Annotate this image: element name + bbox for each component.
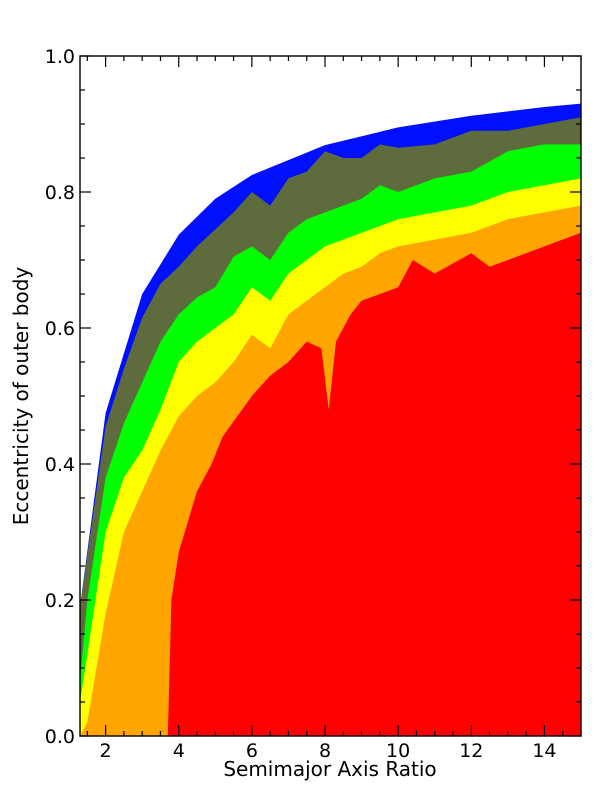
x-tick-label: 14 xyxy=(532,740,556,762)
y-tick-label: 0.2 xyxy=(45,590,75,612)
band-area-6 xyxy=(167,232,581,736)
y-tick-label: 1.0 xyxy=(45,46,75,68)
x-tick-label: 12 xyxy=(459,740,483,762)
y-axis-title: Eccentricity of outer body xyxy=(9,267,33,526)
axis-ticks xyxy=(80,55,582,737)
x-tick-label: 4 xyxy=(173,740,185,762)
x-tick-label: 8 xyxy=(319,740,331,762)
y-tick-label: 0.0 xyxy=(45,726,75,748)
x-axis-title: Semimajor Axis Ratio xyxy=(223,757,436,781)
y-tick-label: 0.4 xyxy=(45,454,75,476)
x-tick-label: 6 xyxy=(246,740,258,762)
x-tick-label: 10 xyxy=(386,740,410,762)
y-tick-label: 0.6 xyxy=(45,318,75,340)
y-tick-label: 0.8 xyxy=(45,182,75,204)
x-tick-label: 2 xyxy=(100,740,112,762)
axis-tick-labels: 2 4 6 8 10 12 14 0.0 0.2 0.4 0.6 0.8 1.0 xyxy=(45,46,557,762)
stability-bands xyxy=(80,103,581,736)
